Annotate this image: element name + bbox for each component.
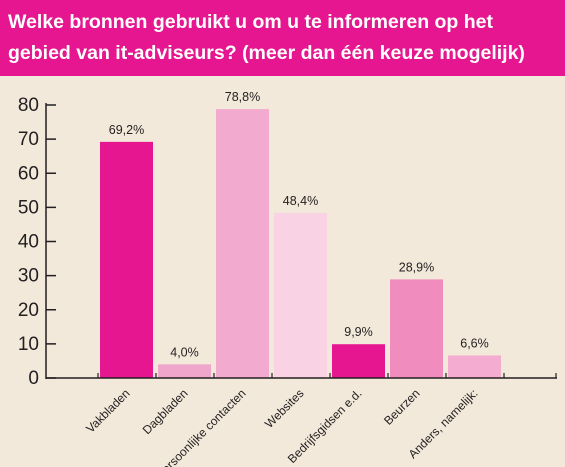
chart-title: Welke bronnen gebruikt u om u te informe… (8, 11, 525, 64)
bar (216, 109, 269, 378)
x-category-label: Websites (262, 386, 307, 431)
bar (448, 355, 501, 378)
chart-title-banner: Welke bronnen gebruikt u om u te informe… (0, 0, 565, 76)
y-tick-label: 20 (18, 300, 39, 321)
bar (274, 212, 327, 378)
y-tick-label: 0 (28, 368, 39, 389)
bar-value-label: 6,6% (460, 336, 489, 350)
bar (390, 279, 443, 378)
y-tick-label: 50 (18, 197, 39, 218)
bar-value-label: 9,9% (344, 325, 373, 339)
y-tick-label: 10 (18, 334, 39, 355)
bar (332, 344, 385, 378)
bar-value-label: 4,0% (170, 345, 199, 359)
y-tick-label: 80 (18, 95, 39, 116)
bar-value-label: 69,2% (109, 123, 144, 137)
y-tick-label: 60 (18, 163, 39, 184)
x-category-label: Beurzen (381, 386, 423, 428)
y-tick-label: 40 (18, 232, 39, 253)
y-tick-label: 30 (18, 266, 39, 287)
bar-value-label: 28,9% (399, 260, 434, 274)
bar-value-label: 78,8% (225, 90, 260, 104)
y-tick-label: 70 (18, 129, 39, 150)
x-category-label: Dagbladen (140, 386, 191, 437)
bar-value-label: 48,4% (283, 194, 318, 208)
bar (100, 141, 153, 378)
bar (158, 364, 211, 378)
x-category-label: Vakbladen (83, 386, 132, 435)
